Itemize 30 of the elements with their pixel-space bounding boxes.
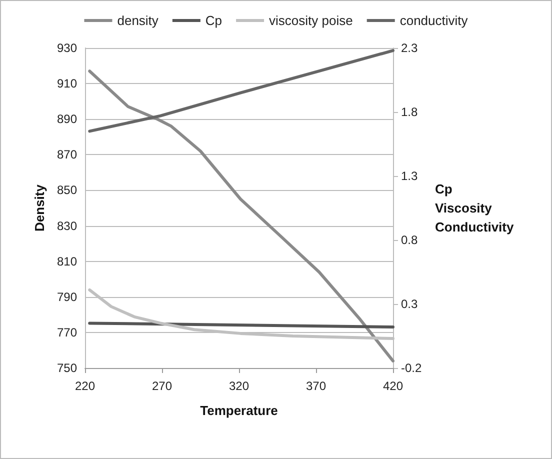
legend-label: Cp xyxy=(205,13,222,28)
x-tick-label: 370 xyxy=(306,379,326,393)
y-axis-title: Density xyxy=(32,184,48,232)
legend-label: viscosity poise xyxy=(269,13,353,28)
x-axis-title: Temperature xyxy=(200,403,278,418)
x-tick-label: 220 xyxy=(74,379,96,393)
y2-tick-label: -0.2 xyxy=(401,361,422,375)
x-tick-label: 420 xyxy=(382,379,404,393)
line-series xyxy=(88,49,394,133)
y2-tick-label: 1.8 xyxy=(401,105,418,119)
x-tick-label: 270 xyxy=(152,379,172,393)
legend-label: density xyxy=(117,13,159,28)
y-tick-label: 770 xyxy=(56,325,78,340)
y2-tick-label: 1.3 xyxy=(401,169,418,183)
y2-tick-label: 2.3 xyxy=(401,41,418,55)
y-tick-label: 750 xyxy=(56,361,78,375)
y-tick-label: 890 xyxy=(56,112,78,126)
y2-axis-title: Cp Viscosity Conductivity xyxy=(435,182,514,234)
x-tick-label: 320 xyxy=(228,379,250,393)
y-tick-label: 930 xyxy=(56,41,78,55)
y-tick-label: 870 xyxy=(56,148,78,162)
y2-tick-label: 0.3 xyxy=(401,297,418,311)
y-tick-label: 830 xyxy=(56,218,78,233)
y-tick-label: 790 xyxy=(56,290,78,304)
y-tick-label: 810 xyxy=(56,254,78,268)
y2-tick-label: 0.8 xyxy=(401,233,418,247)
y-tick-label: 850 xyxy=(56,183,78,198)
y-tick-label: 910 xyxy=(56,76,78,91)
legend-label: conductivity xyxy=(400,13,468,28)
line-series xyxy=(88,70,394,362)
